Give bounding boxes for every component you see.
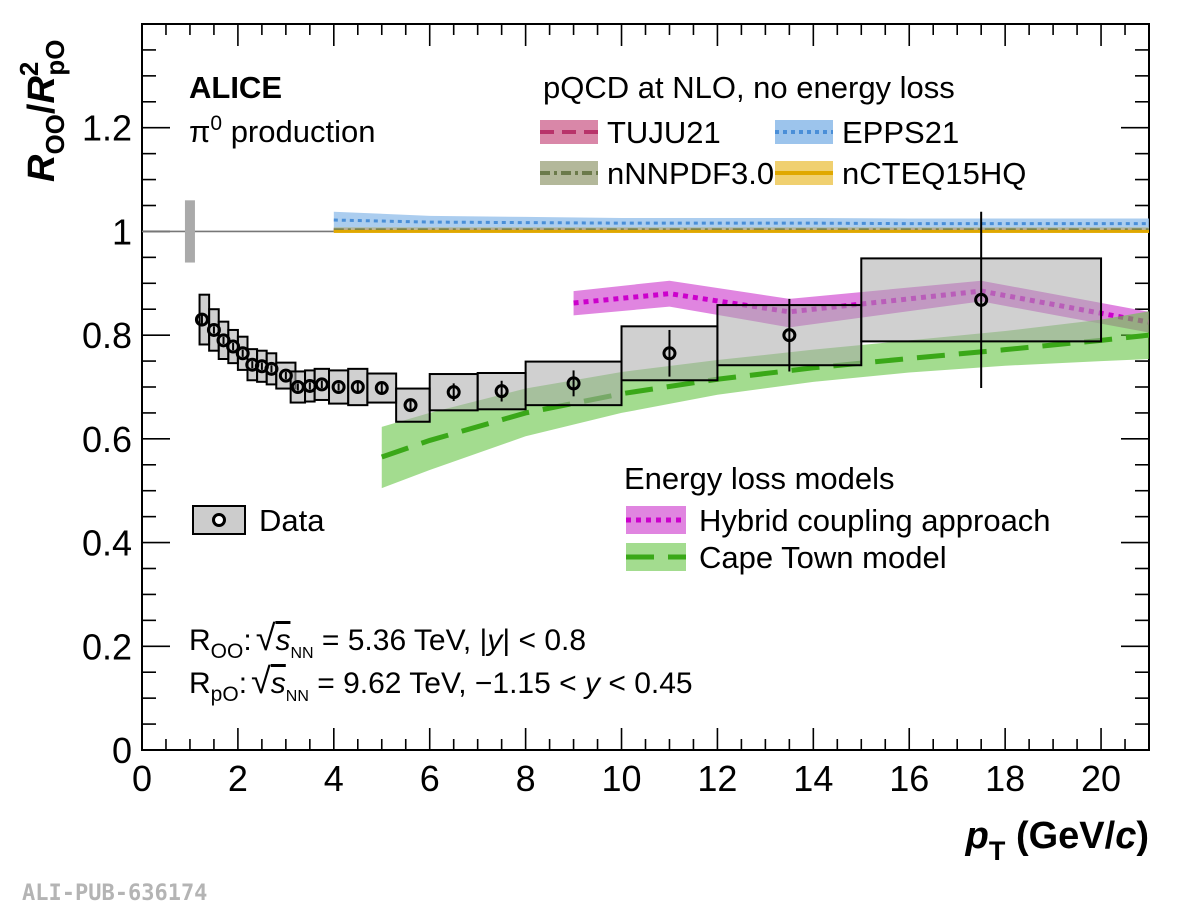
data-point	[566, 376, 581, 391]
data-legend-entry: Data	[192, 503, 325, 538]
pqcd-legend: TUJU21 EPPS21 nNNPDF3.0 nCTEQ15HQ	[540, 115, 1026, 191]
energy-text-part: s	[271, 667, 286, 700]
data-point	[494, 384, 509, 399]
energy-text-part: = 9.62 TeV, −1.15 <	[309, 667, 585, 700]
energy-line: RpO: √sNN = 9.62 TeV, −1.15 < y < 0.45	[189, 660, 693, 706]
data-legend-marker	[212, 513, 226, 527]
energy-text-part: y	[485, 624, 504, 657]
x-tick-labels: 0 2 4 6 8 10 12 14 16 18 20	[132, 758, 1121, 799]
x-tick-label: 8	[516, 758, 536, 799]
process-label: π0 production	[189, 112, 375, 149]
data-point	[194, 312, 209, 327]
pqcd-legend-label: EPPS21	[842, 115, 959, 150]
data-point	[216, 333, 231, 348]
y-tick-label: 1	[112, 211, 132, 252]
energy-text-part: NN	[290, 645, 313, 662]
energy-text-part: | < 0.8	[502, 624, 586, 657]
data-point	[782, 328, 797, 343]
eloss-legend-label: Hybrid coupling approach	[699, 503, 1051, 538]
eloss-legend-header: Energy loss models	[624, 461, 895, 496]
energy-text-part: s	[275, 624, 290, 657]
pqcd-legend-label: TUJU21	[607, 115, 721, 150]
data-point	[331, 380, 346, 394]
energy-text-part: < 0.45	[600, 667, 693, 700]
pqcd-legend-label: nCTEQ15HQ	[842, 156, 1026, 191]
y-tick-label: 0.4	[82, 523, 132, 564]
energy-text-part: y	[583, 667, 602, 700]
energy-text-part: OO	[211, 640, 244, 663]
pqcd-band	[333, 211, 1149, 229]
data-syst-box	[428, 373, 479, 412]
data-point	[264, 361, 279, 376]
data-point	[314, 377, 329, 392]
data-point	[350, 380, 365, 394]
x-tick-label: 4	[324, 758, 344, 799]
y-axis-title: ROO/R2pO	[14, 40, 70, 183]
energy-text-part: = 5.36 TeV, |	[314, 624, 488, 657]
energy-line: ROO: √sNN = 5.36 TeV, |y| < 0.8	[189, 617, 586, 663]
energy-text-part: R	[189, 667, 211, 700]
x-tick-label: 14	[793, 758, 833, 799]
data-point	[974, 292, 989, 307]
energy-text-part: :	[239, 667, 247, 700]
publication-id: ALI-PUB-636174	[22, 881, 207, 906]
energy-text-part: √	[256, 617, 276, 658]
normalization-uncertainty-box	[184, 200, 195, 263]
eloss-line	[380, 332, 1149, 460]
y-tick-label: 0.8	[82, 315, 132, 356]
data-point	[278, 368, 293, 383]
eloss-legend-label: Cape Town model	[699, 540, 947, 575]
energy-text-part: R	[189, 624, 211, 657]
eloss-band	[381, 311, 1149, 489]
y-tick-label: 0	[112, 730, 132, 771]
y-tick-labels: 0 0.2 0.4 0.6 0.8 1 1.2	[82, 108, 132, 771]
x-tick-label: 16	[889, 758, 929, 799]
x-tick-label: 2	[228, 758, 248, 799]
x-tick-label: 6	[420, 758, 440, 799]
x-tick-label: 20	[1081, 758, 1121, 799]
x-tick-label: 12	[697, 758, 737, 799]
pqcd-legend-label: nNNPDF3.0	[607, 156, 774, 191]
data-point	[446, 385, 461, 400]
energy-text-part: NN	[286, 688, 309, 705]
energy-text-part: pO	[211, 683, 239, 706]
data-points	[194, 211, 1103, 423]
energy-text-part: :	[243, 624, 251, 657]
axis-ticks	[141, 23, 1150, 751]
x-axis-title: pT (GeV/c)	[965, 815, 1149, 866]
data-point	[403, 398, 418, 413]
eloss-line	[573, 288, 1149, 325]
data-point	[226, 339, 241, 354]
x-tick-label: 10	[602, 758, 642, 799]
data-point	[374, 381, 389, 396]
data-point	[235, 346, 250, 361]
x-tick-label: 0	[132, 758, 152, 799]
experiment-label: ALICE	[189, 70, 282, 105]
data-point	[206, 322, 221, 337]
pqcd-legend-header: pQCD at NLO, no energy loss	[543, 70, 955, 105]
y-tick-label: 0.2	[82, 626, 132, 667]
data-syst-box	[395, 387, 431, 423]
y-tick-label: 0.6	[82, 419, 132, 460]
data-point	[662, 346, 677, 361]
pqcd-curves	[333, 211, 1149, 233]
energy-text-part: √	[251, 660, 271, 701]
x-tick-label: 18	[985, 758, 1025, 799]
data-legend-label: Data	[259, 503, 325, 538]
y-tick-label: 1.2	[82, 108, 132, 149]
